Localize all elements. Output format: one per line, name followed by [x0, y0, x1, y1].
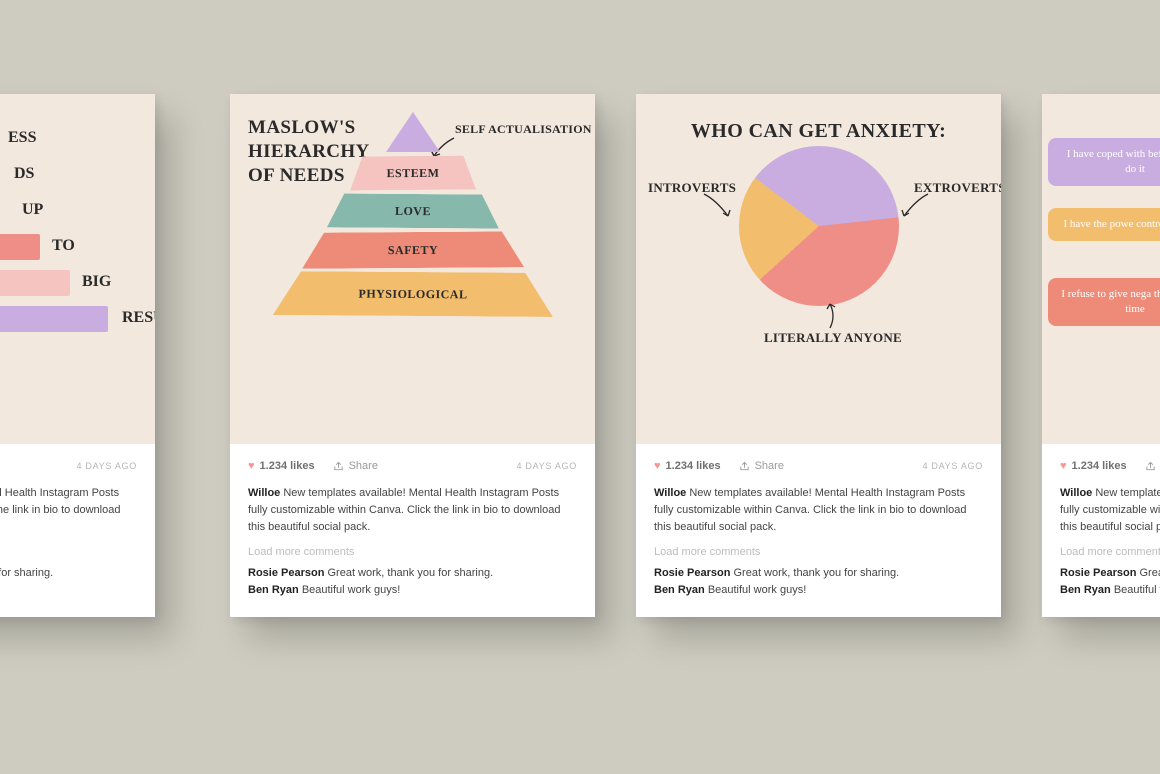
load-more[interactable]: Load more comments: [1060, 544, 1160, 561]
share-icon: [1145, 461, 1156, 472]
pyramid-level: ESTEEM: [350, 156, 476, 190]
speech-bubble: I refuse to give nega thoughts my time: [1048, 278, 1160, 326]
comment-1: Rosie Pearson Great work, thank you for …: [1060, 565, 1160, 582]
post-card-2: WHO CAN GET ANXIETY: INTROVERTSEXTROVERT…: [636, 94, 1001, 617]
post-meta-1: ♥1.234 likes Share 4 DAYS AGO Willoe New…: [230, 444, 595, 617]
share-icon: [739, 461, 750, 472]
pyramid-level: SAFETY: [302, 232, 524, 268]
share-button[interactable]: Share: [333, 458, 378, 475]
load-more[interactable]: Load more comments: [0, 544, 137, 561]
post-meta-3: ♥1.234 likes Share 4 DAYS AGO Willoe New…: [1042, 444, 1160, 617]
comment-2: Ben Ryan Beautiful work guys!: [654, 582, 983, 599]
bar: [0, 270, 70, 296]
pie-title: WHO CAN GET ANXIETY:: [636, 120, 1001, 143]
post-meta-0: ♥1.234 likes Share 4 DAYS AGO Willoe New…: [0, 444, 155, 617]
canvas-pyramid: MASLOW'S HIERARCHY OF NEEDS SELF ACTUALI…: [230, 94, 595, 444]
bar-label: DS: [14, 165, 34, 183]
load-more[interactable]: Load more comments: [248, 544, 577, 561]
bar-label: RESULTS: [122, 309, 155, 327]
arrow-icon: [702, 192, 736, 226]
heart-icon: ♥: [248, 460, 255, 472]
share-button[interactable]: Share: [1145, 458, 1160, 475]
post-card-3: POSITI I have coped with before, I can d…: [1042, 94, 1160, 617]
bar: [0, 306, 108, 332]
caption: Willoe New templates available! Mental H…: [248, 485, 577, 536]
arrow-icon: [826, 302, 856, 332]
bar-label: UP: [22, 201, 43, 219]
speech-bubble: I have coped with before, I can do it: [1048, 138, 1160, 186]
bar-label: BIG: [82, 273, 111, 291]
timestamp: 4 DAYS AGO: [922, 460, 983, 474]
comment-2: Ben Ryan Beautiful work guys!: [248, 582, 577, 599]
arrow-icon: [898, 192, 932, 226]
post-meta-2: ♥1.234 likes Share 4 DAYS AGO Willoe New…: [636, 444, 1001, 617]
comment-2: Ben Ryan Beautiful work guys!: [1060, 582, 1160, 599]
comment-1: Rosie Pearson Great work, thank you for …: [0, 565, 137, 582]
timestamp: 4 DAYS AGO: [76, 460, 137, 474]
pie-label-anyone: LITERALLY ANYONE: [764, 330, 902, 346]
load-more[interactable]: Load more comments: [654, 544, 983, 561]
likes: ♥1.234 likes: [654, 458, 721, 475]
pyramid-level: PHYSIOLOGICAL: [273, 272, 553, 316]
timestamp: 4 DAYS AGO: [516, 460, 577, 474]
pyramid-level: [386, 112, 440, 152]
canvas-bubbles: POSITI I have coped with before, I can d…: [1042, 94, 1160, 444]
bar: [0, 234, 40, 260]
heart-icon: ♥: [1060, 460, 1067, 472]
heart-icon: ♥: [654, 460, 661, 472]
caption: Willoe New templates available! Mental H…: [0, 485, 137, 536]
canvas-bars: ESS DS UP TO BIG RESULTS: [0, 94, 155, 444]
post-card-1: MASLOW'S HIERARCHY OF NEEDS SELF ACTUALI…: [230, 94, 595, 617]
callout-self-actualisation: SELF ACTUALISATION: [455, 122, 592, 137]
speech-bubble: I have the powe control my thou: [1048, 208, 1160, 241]
caption: Willoe New templates available! Mental H…: [1060, 485, 1160, 536]
bar-label: TO: [52, 237, 75, 255]
pyramid-level: LOVE: [327, 194, 499, 228]
likes: ♥1.234 likes: [248, 458, 315, 475]
comment-1: Rosie Pearson Great work, thank you for …: [248, 565, 577, 582]
share-button[interactable]: Share: [739, 458, 784, 475]
share-icon: [333, 461, 344, 472]
bar-label: ESS: [8, 129, 36, 147]
post-card-0: ESS DS UP TO BIG RESULTS ♥1.234 likes Share 4…: [0, 94, 155, 617]
caption: Willoe New templates available! Mental H…: [654, 485, 983, 536]
comment-2: Ben Ryan Beautiful work guys!: [0, 582, 137, 599]
pie-chart: [739, 146, 899, 306]
canvas-pie: WHO CAN GET ANXIETY: INTROVERTSEXTROVERT…: [636, 94, 1001, 444]
likes: ♥1.234 likes: [1060, 458, 1127, 475]
comment-1: Rosie Pearson Great work, thank you for …: [654, 565, 983, 582]
